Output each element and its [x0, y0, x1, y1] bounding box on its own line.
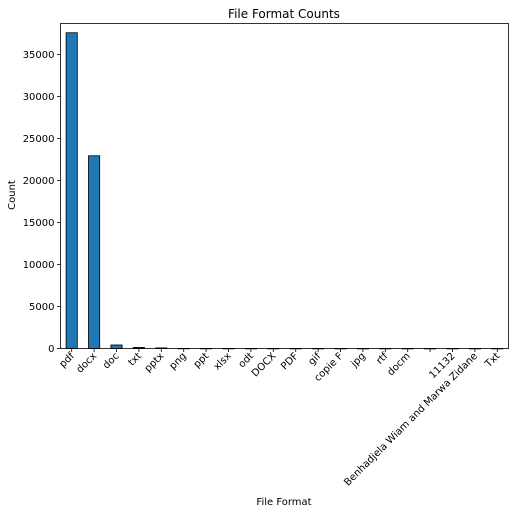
x-tick-label: gif: [306, 351, 323, 368]
x-tick-label: xlsx: [212, 351, 234, 373]
x-tick-label: doc: [101, 351, 121, 371]
x-tick-label: DOCX: [250, 351, 279, 380]
x-tick-label: docx: [75, 351, 100, 376]
x-tick-label: txt: [127, 351, 145, 369]
bar: [110, 344, 123, 349]
plot-frame: [60, 23, 509, 349]
x-tick-label: jpg: [349, 351, 368, 370]
y-axis-label: Count: [7, 180, 18, 210]
bar: [88, 155, 101, 349]
y-tick-label: 10000: [23, 260, 55, 271]
x-tick-label: Txt: [483, 351, 503, 371]
y-tick-label: 20000: [23, 176, 55, 187]
y-axis: 0 5000 10000 15000 20000 25000 30000 35000: [23, 50, 61, 355]
chart-title: File Format Counts: [228, 7, 340, 21]
y-tick-label: 25000: [23, 134, 55, 145]
x-axis-label: File Format: [256, 497, 311, 508]
y-tick-label: 5000: [29, 302, 54, 313]
bars: [65, 32, 504, 350]
x-tick-label: rtf: [374, 351, 390, 367]
y-tick-label: 15000: [23, 218, 55, 229]
x-tick-label: PDF: [279, 351, 301, 373]
y-tick-label: 30000: [23, 92, 55, 103]
x-tick-label: png: [168, 351, 189, 372]
y-tick-label: 0: [48, 344, 54, 355]
x-tick-label: pptx: [143, 351, 167, 375]
x-tick-label: docm: [385, 351, 412, 378]
x-tick-label: Benhadjela Wiam and Marwa Zidane: [342, 351, 480, 489]
y-tick-label: 35000: [23, 50, 55, 61]
bar: [65, 32, 78, 349]
x-tick-label: ppt: [192, 351, 212, 371]
